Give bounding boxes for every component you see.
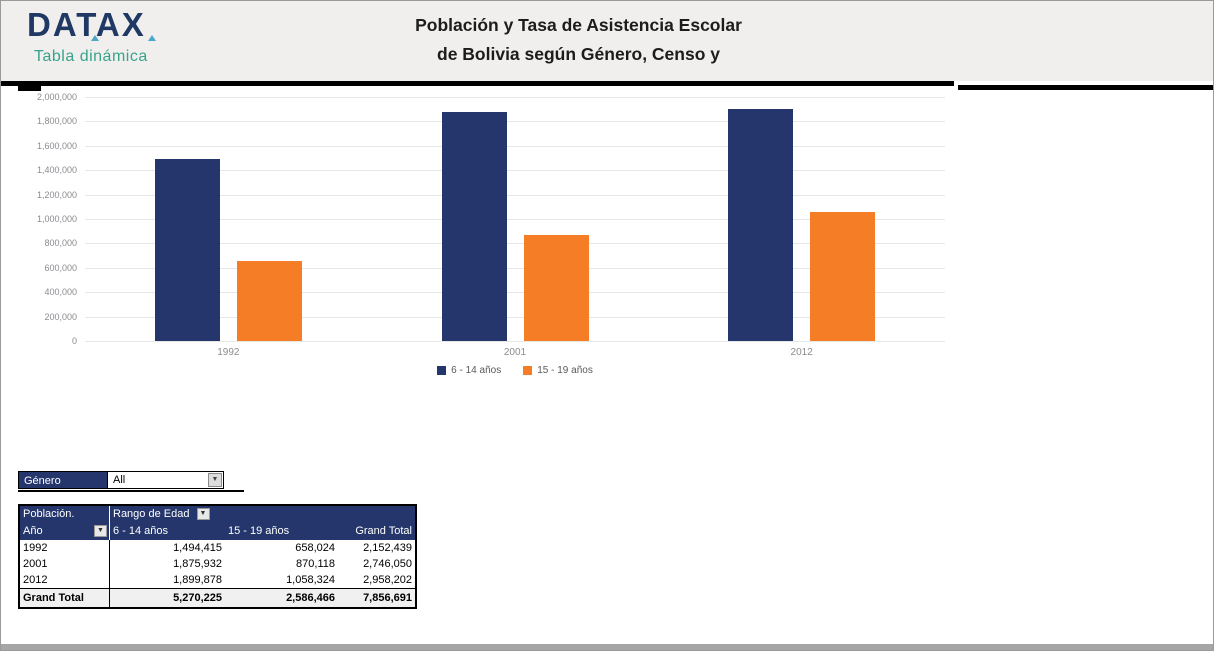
population-bar-chart: 0 200,000 400,000 600,000 800,000 1,000,000 1,… [1, 91, 961, 391]
header-divider [18, 86, 41, 91]
chart-legend: 6 - 14 años 15 - 19 años [85, 365, 945, 376]
pivot-data-row: 2001 1,875,932 870,118 2,746,050 [20, 556, 415, 572]
gridline [85, 292, 945, 294]
y-axis-tick-label: 600,000 [44, 262, 77, 273]
value-cell: 1,899,878 [173, 574, 222, 586]
gridline [85, 219, 945, 220]
page-title: Población y Tasa de Asistencia Escolar d… [256, 11, 901, 69]
y-axis-tick-label: 1,200,000 [36, 189, 77, 200]
x-axis-tick-label: 2012 [790, 347, 813, 358]
row-label-cell: 2001 [20, 556, 110, 572]
gridline [85, 243, 945, 245]
gridline [85, 170, 945, 172]
value-cell: 2,152,439 [363, 542, 412, 554]
pivot-row-field: Año ▼ [20, 523, 110, 540]
value-cell: 1,494,415 [173, 542, 222, 554]
chart-bar-1992-series0 [154, 159, 220, 341]
y-axis-tick-label: 400,000 [44, 287, 77, 298]
column-filter-button[interactable]: ▼ [196, 508, 210, 521]
logo-accent-icon [91, 35, 99, 41]
logo-title: DATAX [27, 6, 146, 43]
row-filter-button[interactable]: ▼ [94, 525, 107, 537]
y-axis-tick-label: 1,000,000 [36, 214, 77, 224]
chart-bar-2001-series1 [523, 235, 589, 341]
row-field-label: Año [23, 525, 43, 537]
chart-bar-1992-series1 [236, 261, 302, 341]
y-axis-tick-label: 800,000 [44, 238, 77, 249]
value-cell: 870,118 [296, 558, 335, 570]
gridline [85, 341, 945, 342]
logo: DATAX Tabla dinámica [27, 5, 156, 66]
value-cell: 7,856,691 [363, 592, 412, 604]
page-title-line1: Población y Tasa de Asistencia Escolar [415, 15, 742, 35]
x-axis-tick-label: 1992 [217, 347, 240, 358]
gender-filter-dropdown[interactable]: All ▼ [107, 471, 224, 489]
bottom-scrollbar[interactable] [1, 644, 1213, 650]
legend-swatch-icon [523, 366, 533, 375]
row-label-cell: 1992 [20, 540, 110, 556]
y-axis-tick-label: 1,600,000 [36, 140, 77, 151]
gridline [85, 121, 945, 123]
y-axis-tick-label: 2,000,000 [36, 92, 77, 102]
chart-bar-2001-series0 [441, 112, 507, 341]
gridline [85, 316, 945, 318]
x-axis-tick-label: 2001 [503, 347, 527, 358]
row-label-cell: 2012 [20, 572, 110, 588]
y-axis-tick-label: 0 [71, 336, 77, 346]
dropdown-arrow-icon[interactable]: ▼ [208, 473, 222, 487]
pivot-data-row: 1992 1,494,415 658,024 2,152,439 [20, 540, 415, 556]
filter-underline [18, 490, 244, 492]
pivot-body: 1992 1,494,415 658,024 2,152,439 2001 1,875,9… [20, 540, 415, 607]
pivot-table: Población. Rango de Edad ▼ Año ▼ 6 - 14 … [18, 504, 417, 609]
value-cell: 2,746,050 [363, 558, 412, 570]
legend-label: 15 - 19 años [537, 365, 593, 376]
legend-swatch-icon [437, 366, 447, 375]
column-header: 15 - 19 años [225, 523, 338, 540]
y-axis-tick-label: 1,400,000 [36, 165, 77, 176]
gender-filter-value: All [113, 474, 126, 486]
gridline [85, 267, 945, 269]
row-label-cell: Grand Total [20, 589, 110, 607]
chart-plot-area [85, 97, 945, 342]
gridline [85, 97, 945, 98]
pivot-column-field: Rango de Edad ▼ [110, 506, 415, 523]
gridline [85, 145, 945, 147]
value-cell: 2,958,202 [363, 574, 412, 586]
logo-subtitle: Tabla dinámica [34, 48, 148, 65]
y-axis-tick-label: 1,800,000 [36, 116, 77, 127]
header-bar: DATAX Tabla dinámica Población y Tasa de… [1, 1, 1213, 81]
chart-bar-2012-series1 [810, 212, 876, 341]
chart-bar-2012-series0 [728, 109, 794, 341]
y-axis-tick-label: 200,000 [44, 311, 77, 322]
pivot-data-row: 2012 1,899,878 1,058,324 2,958,202 [20, 572, 415, 588]
header-divider [958, 85, 1213, 90]
value-cell: 5,270,225 [173, 592, 222, 604]
column-header: Grand Total [338, 523, 415, 540]
pivot-total-row: Grand Total 5,270,225 2,586,466 7,856,691 [20, 588, 415, 607]
value-cell: 1,058,324 [286, 574, 335, 586]
page-title-line2: de Bolivia según Género, Censo y [437, 44, 720, 64]
pivot-header-row-2: Año ▼ 6 - 14 años 15 - 19 años Grand Tot… [20, 523, 415, 540]
value-cell: 658,024 [295, 542, 335, 554]
pivot-corner-label: Población. [20, 506, 110, 523]
legend-label: 6 - 14 años [451, 365, 502, 376]
pivot-header-row-1: Población. Rango de Edad ▼ [20, 506, 415, 523]
gender-filter-label: Género [18, 471, 108, 489]
value-cell: 1,875,932 [173, 558, 222, 570]
legend-item: 15 - 19 años [523, 365, 593, 376]
value-cell: 2,586,466 [286, 592, 335, 604]
header-divider [1, 81, 954, 86]
legend-item: 6 - 14 años [437, 365, 501, 376]
logo-accent-icon [148, 35, 156, 41]
column-field-label: Rango de Edad [113, 508, 190, 520]
gridline [85, 194, 945, 196]
column-header: 6 - 14 años [110, 523, 225, 540]
